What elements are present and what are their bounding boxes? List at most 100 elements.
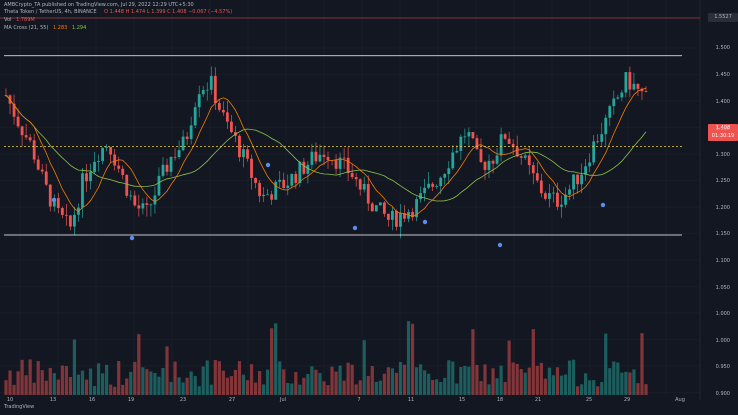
volume-bar bbox=[109, 384, 113, 395]
volume-bar bbox=[612, 361, 616, 395]
candle-body bbox=[12, 103, 16, 117]
x-tick: 13 bbox=[49, 397, 57, 403]
cross-marker bbox=[422, 219, 428, 225]
volume-bar bbox=[475, 364, 479, 395]
candle-body bbox=[24, 135, 28, 138]
candle-body bbox=[270, 194, 274, 200]
volume-bar bbox=[209, 384, 213, 395]
x-tick: 18 bbox=[496, 397, 504, 403]
volume-bar bbox=[414, 367, 419, 395]
volume-bar bbox=[410, 323, 415, 395]
volume-bar bbox=[354, 384, 358, 395]
candle-body bbox=[644, 91, 648, 93]
symbol-line: Theta Token / TetherUS, 4h, BINANCE O 1.… bbox=[4, 9, 232, 15]
candle-body bbox=[572, 174, 575, 190]
volume-bar bbox=[507, 340, 511, 395]
candle-body bbox=[36, 159, 40, 170]
top-price-label: 1.5527 bbox=[708, 13, 738, 22]
candle-body bbox=[97, 160, 100, 162]
volume-bar bbox=[113, 386, 117, 395]
candle-body bbox=[604, 117, 608, 135]
candle-body bbox=[153, 195, 157, 205]
candle-body bbox=[366, 183, 370, 204]
volume-bar bbox=[523, 372, 527, 395]
volume-bar bbox=[435, 379, 439, 395]
volume-bar bbox=[121, 384, 125, 395]
candle-body bbox=[205, 89, 209, 91]
volume-bar bbox=[257, 371, 262, 395]
volume-legend[interactable]: Vol 1.789M bbox=[4, 17, 35, 23]
volume-bar bbox=[386, 367, 390, 395]
volume-bar bbox=[487, 384, 491, 395]
candle-body bbox=[463, 136, 467, 138]
candle-body bbox=[181, 136, 185, 151]
volume-bar bbox=[567, 360, 572, 395]
y-tick: 1.500 bbox=[715, 45, 730, 51]
x-tick: 25 bbox=[585, 397, 593, 403]
volume-bar bbox=[616, 362, 620, 395]
candle-body bbox=[451, 152, 455, 169]
candle-body bbox=[326, 156, 330, 160]
tradingview-logo: TradingView bbox=[4, 404, 35, 410]
volume-bar bbox=[579, 384, 584, 395]
candle-body bbox=[133, 195, 137, 206]
candle-body bbox=[157, 175, 161, 196]
candle-body bbox=[109, 146, 113, 155]
candle-body bbox=[117, 165, 121, 169]
cross-marker bbox=[352, 225, 358, 231]
candle-body bbox=[495, 155, 499, 164]
candle-body bbox=[213, 75, 217, 104]
volume-bar bbox=[398, 361, 403, 395]
x-tick: 23 bbox=[179, 397, 187, 403]
volume-bar bbox=[604, 333, 608, 395]
volume-bar bbox=[48, 367, 52, 395]
volume-bar bbox=[217, 361, 221, 395]
candle-body bbox=[225, 112, 229, 122]
candle-body bbox=[189, 125, 193, 140]
ma-cross-legend[interactable]: MA Cross (21, 55) 1.283 1.294 bbox=[4, 25, 86, 31]
candle-body bbox=[459, 136, 463, 151]
volume-bar bbox=[624, 371, 628, 395]
volume-bar bbox=[185, 377, 189, 395]
candle-body bbox=[40, 169, 44, 172]
volume-bar bbox=[129, 371, 133, 395]
time-axis[interactable]: 10 13 16 19 23 27 Jul 7 11 15 18 21 25 2… bbox=[0, 397, 700, 407]
candle-body bbox=[523, 155, 527, 158]
volume-bar bbox=[141, 367, 145, 395]
volume-bar bbox=[229, 376, 234, 395]
volume-bar bbox=[366, 375, 370, 395]
y-tick: 0.950 bbox=[715, 364, 730, 370]
volume-bar bbox=[68, 376, 73, 395]
price-candles bbox=[4, 66, 648, 239]
candle-body bbox=[64, 214, 68, 216]
candle-body bbox=[527, 155, 531, 166]
volume-bar bbox=[306, 374, 310, 395]
ma-cross-markers bbox=[51, 162, 606, 248]
volume-bar bbox=[463, 365, 467, 395]
volume-bar bbox=[149, 371, 153, 395]
volume-bar bbox=[584, 373, 588, 395]
volume-bar bbox=[161, 368, 165, 395]
volume-bar bbox=[298, 384, 302, 395]
candle-body bbox=[531, 165, 535, 174]
candle-body bbox=[499, 134, 503, 156]
volume-bar bbox=[575, 386, 580, 395]
x-tick: 7 bbox=[357, 397, 361, 403]
volume-bar bbox=[96, 363, 101, 395]
volume-bar bbox=[125, 378, 129, 395]
candle-body bbox=[334, 160, 338, 169]
x-tick: 29 bbox=[623, 397, 631, 403]
volume-bar bbox=[503, 381, 507, 395]
candle-body bbox=[298, 161, 302, 183]
candle-body bbox=[382, 202, 386, 214]
volume-bar bbox=[644, 384, 648, 395]
fast-ma-line bbox=[5, 88, 647, 217]
candle-body bbox=[431, 183, 435, 187]
candle-body bbox=[137, 205, 141, 209]
x-tick: 19 bbox=[127, 397, 135, 403]
volume-bar bbox=[342, 380, 346, 395]
candle-body bbox=[467, 132, 471, 137]
volume-bar bbox=[80, 370, 85, 395]
y-tick: 1.350 bbox=[715, 126, 730, 132]
